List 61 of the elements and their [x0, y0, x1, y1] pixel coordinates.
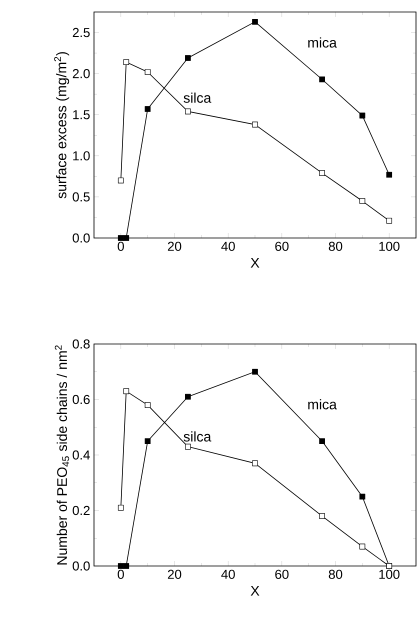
x-tick-label: 60 — [275, 570, 289, 579]
point — [144, 402, 151, 408]
point — [359, 494, 366, 500]
x-tick-label: 40 — [221, 242, 235, 251]
point — [123, 235, 130, 241]
point — [319, 513, 325, 519]
point — [359, 198, 366, 204]
point — [144, 438, 151, 444]
point — [185, 444, 191, 450]
point — [252, 18, 258, 25]
point — [386, 218, 392, 224]
point — [185, 108, 191, 114]
x-tick-label: 0 — [118, 242, 124, 251]
x-tick-label: 80 — [328, 242, 342, 251]
point — [319, 438, 325, 444]
x-tick-label: 40 — [221, 570, 235, 579]
point — [359, 544, 366, 550]
y-tick-label: 0.6 — [72, 394, 90, 404]
point — [118, 563, 124, 569]
y-tick-label: 1.0 — [73, 151, 90, 160]
y-tick-label: 0.0 — [72, 561, 90, 571]
series-label: mica — [308, 399, 337, 410]
series-label: mica — [308, 37, 337, 48]
y-tick-label: 0.8 — [72, 339, 90, 349]
point — [118, 504, 124, 511]
x-tick-label: 60 — [275, 242, 289, 251]
x-tick-label: 100 — [379, 570, 400, 579]
point — [144, 106, 151, 112]
point — [144, 69, 151, 75]
point — [123, 59, 130, 66]
x-tick-label: 20 — [168, 570, 182, 579]
point — [123, 388, 130, 394]
point — [118, 235, 124, 241]
y-axis-title: surface excess (mg/m$^{2}$) — [54, 52, 70, 198]
series-label: silca — [184, 431, 212, 442]
x-axis-title: X — [250, 586, 260, 596]
y-tick-label: 1.5 — [73, 110, 90, 120]
x-tick-label: 20 — [168, 242, 182, 251]
y-tick-label: 0.5 — [72, 192, 90, 202]
y-tick-label: 0.4 — [72, 450, 90, 460]
y-tick-label: 2.5 — [72, 28, 90, 38]
point — [359, 112, 366, 118]
point — [386, 172, 392, 178]
point — [252, 368, 258, 375]
point — [185, 55, 191, 61]
point — [319, 170, 325, 176]
x-tick-label: 80 — [328, 570, 342, 579]
x-tick-label: 0 — [118, 570, 124, 579]
x-axis-title: X — [250, 258, 260, 268]
point — [118, 178, 124, 184]
series-label: silca — [184, 92, 212, 103]
point — [252, 122, 258, 128]
y-tick-label: 0.0 — [72, 233, 90, 243]
y-tick-label: 0.2 — [72, 506, 90, 516]
point — [185, 394, 191, 400]
x-tick-label: 100 — [379, 242, 400, 251]
y-tick-label: 2.0 — [72, 69, 90, 78]
point — [252, 460, 258, 466]
y-axis-title: Number of PEO$_{45}$ side chains / nm$^{2}$ — [54, 345, 70, 564]
point — [319, 76, 325, 82]
point — [123, 563, 130, 569]
